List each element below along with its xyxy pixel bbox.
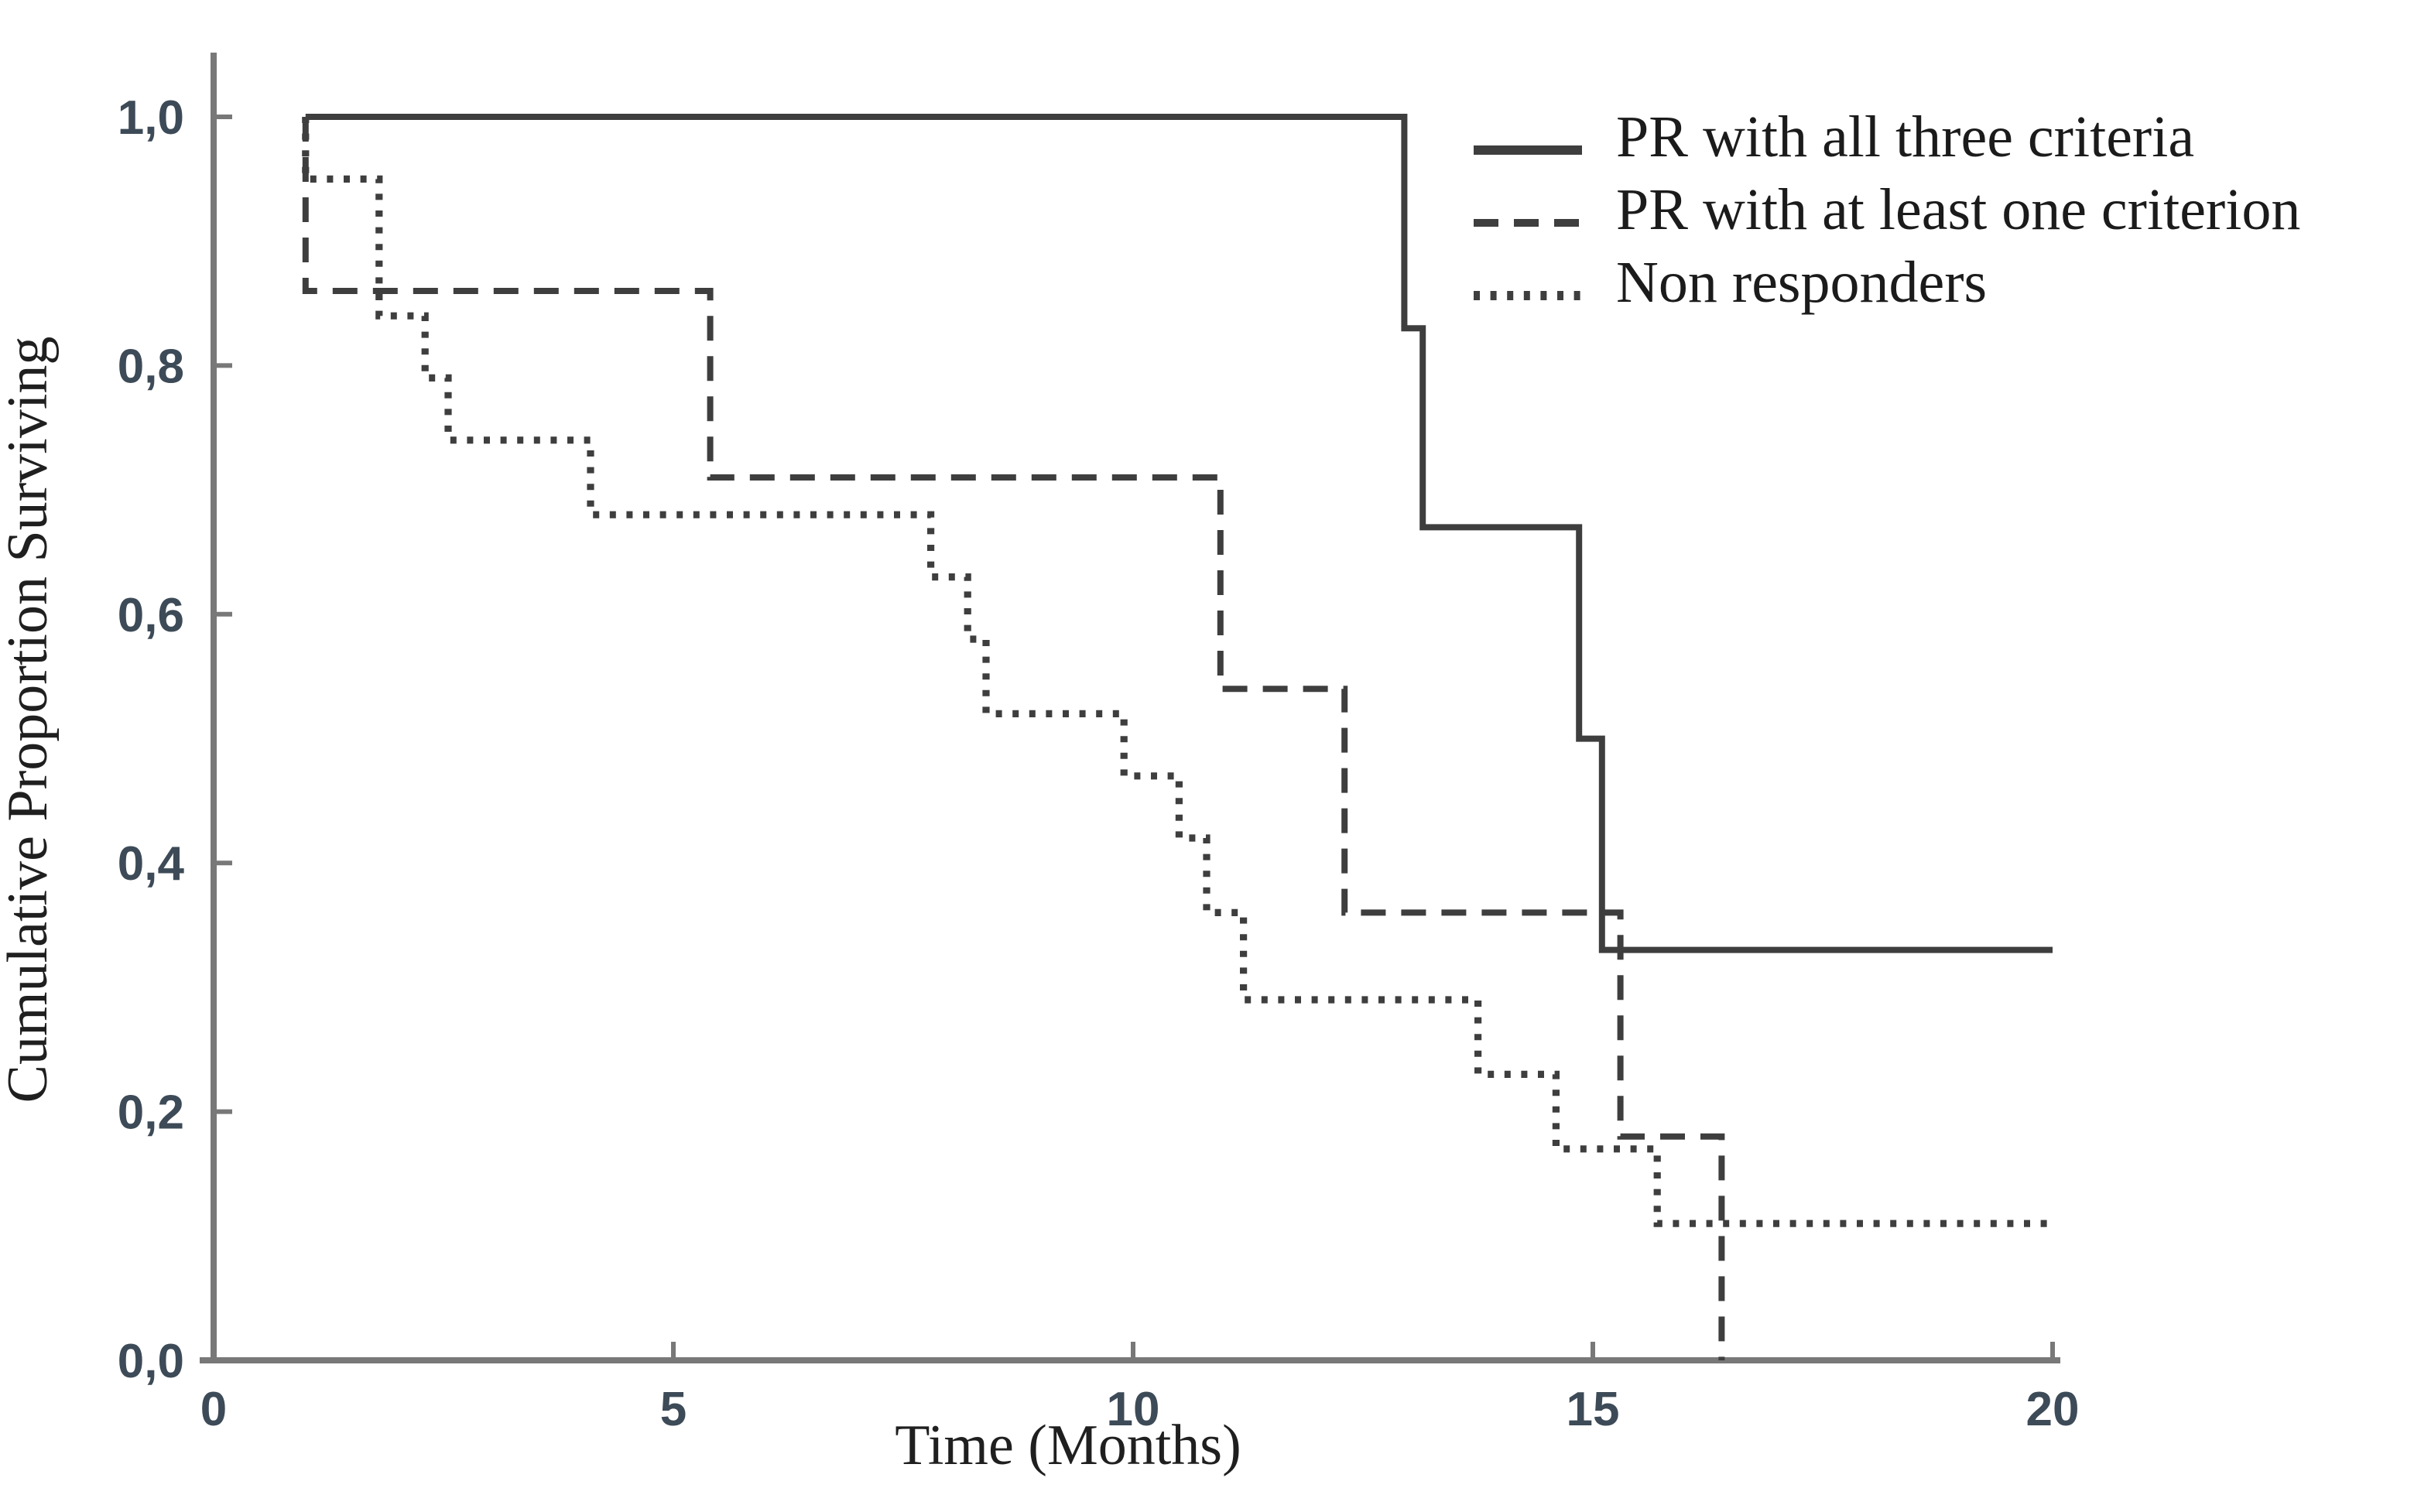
x-axis-title: Time (Months) xyxy=(895,1414,1241,1477)
y-tick-label: 0,2 xyxy=(118,1086,184,1140)
curve-pr-with-all-three-criteria xyxy=(305,114,2053,953)
legend-item-non-responders: Non responders xyxy=(1474,250,1987,315)
y-axis-title: Cumulative Proportion Surviving xyxy=(0,337,60,1103)
legend-label: Non responders xyxy=(1616,250,1987,315)
x-tick-label: 15 xyxy=(1567,1383,1620,1436)
y-tick-label: 0,0 xyxy=(118,1335,184,1388)
x-tick-label: 0 xyxy=(200,1383,227,1436)
y-tick-label: 0,4 xyxy=(118,837,185,891)
x-tick-label: 10 xyxy=(1107,1383,1160,1436)
legend-item-pr-at-least-one: PR with at least one criterion xyxy=(1474,177,2300,242)
legend-label: PR with all three criteria xyxy=(1616,104,2194,169)
legend-label: PR with at least one criterion xyxy=(1616,177,2300,242)
x-tick-label: 5 xyxy=(660,1383,687,1436)
x-tick-label: 20 xyxy=(2026,1383,2080,1436)
y-tick-label: 0,6 xyxy=(118,589,184,642)
legend-item-pr-all-three: PR with all three criteria xyxy=(1474,104,2194,169)
y-tick-label: 0,8 xyxy=(118,340,184,393)
curves xyxy=(302,114,2053,1360)
curve-pr-with-at-least-one-criterion xyxy=(302,117,1725,1360)
axes: 0 5 10 15 20 0,0 0,2 0,4 0,6 0,8 1,0 xyxy=(118,53,2080,1436)
y-tick-label: 1,0 xyxy=(118,91,184,145)
legend: PR with all three criteria PR with at le… xyxy=(1474,104,2300,315)
